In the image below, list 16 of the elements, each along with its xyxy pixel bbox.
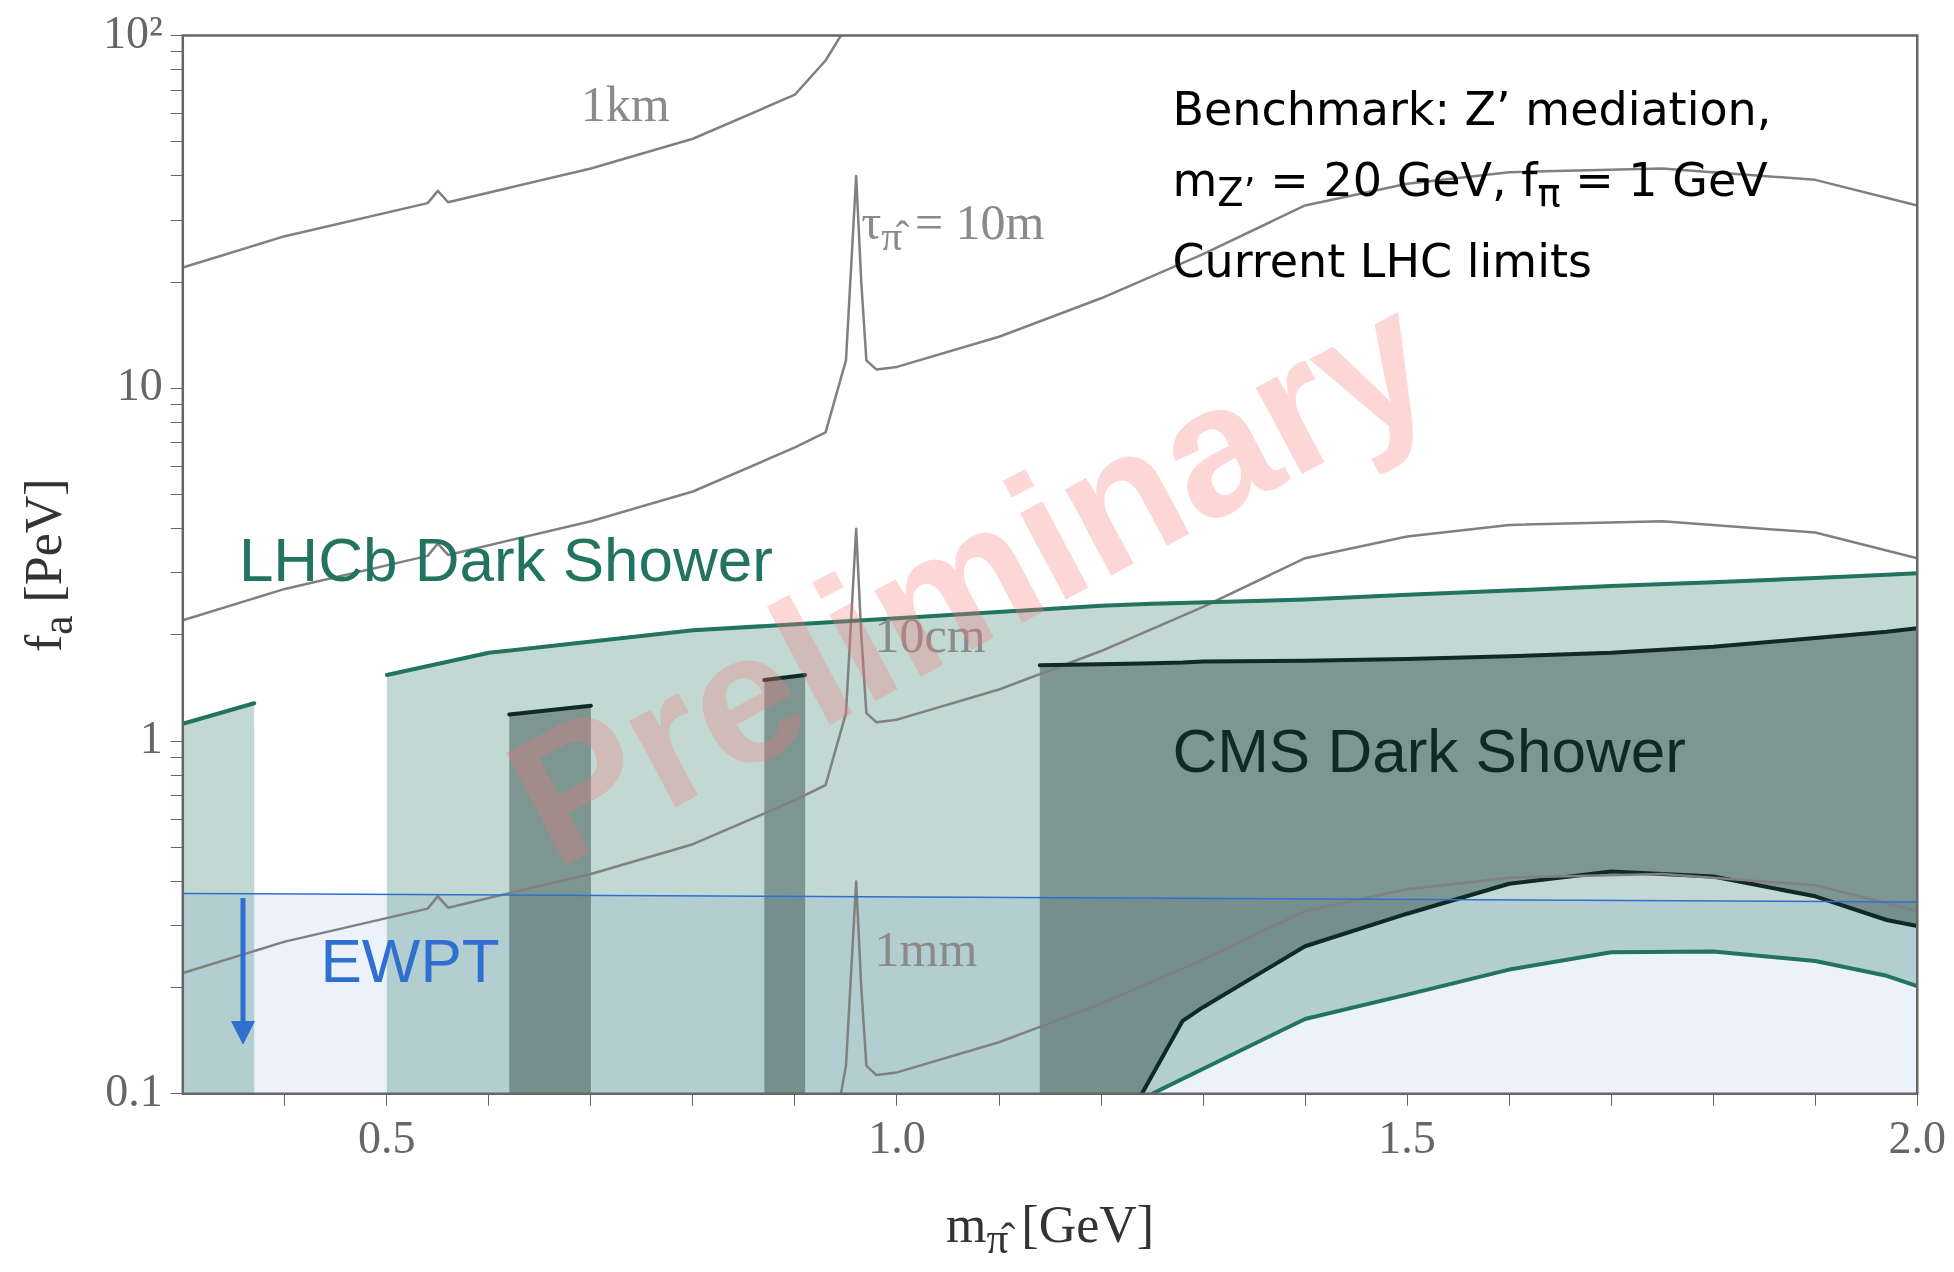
series-label: τ$_{π̂}$ = 10m [861, 194, 1045, 260]
x-tick-label: 1.0 [868, 1112, 926, 1164]
annotation: Benchmark: Z’ mediation, [1172, 81, 1772, 136]
y-tick-label: 1 [139, 712, 163, 764]
series-label: 1km [580, 74, 670, 133]
x-tick-label: 1.5 [1378, 1112, 1436, 1164]
legend-label: EWPT [320, 925, 500, 997]
y-tick-label: 0.1 [105, 1064, 163, 1116]
annotation: m$_{Z’}$ = 20 GeV, f$_{π}$ = 1 GeV [1172, 152, 1768, 215]
x-axis-title: m$_{π̂}$ [GeV] [946, 1194, 1155, 1264]
y-tick-label: 10 [116, 359, 163, 411]
annotation: Current LHC limits [1172, 233, 1592, 288]
x-tick-label: 2.0 [1888, 1112, 1946, 1164]
y-tick-label: 10² [102, 6, 163, 58]
x-tick-label: 0.5 [358, 1112, 416, 1164]
series-label: 1mm [874, 919, 978, 978]
